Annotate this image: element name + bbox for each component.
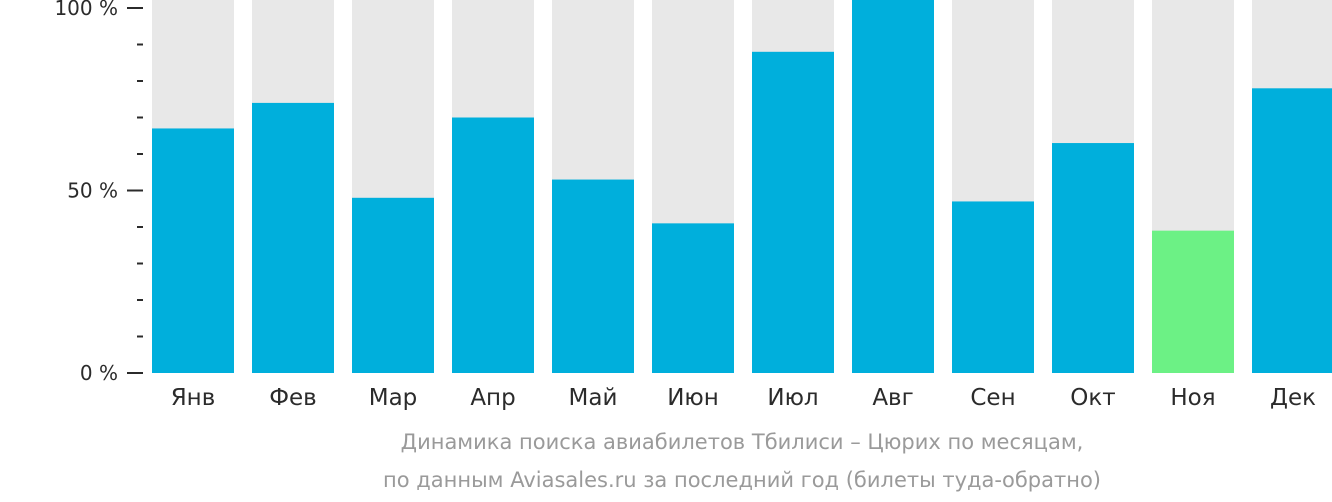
x-tick-label: Сен — [970, 385, 1015, 411]
x-tick-label: Июл — [767, 385, 818, 411]
x-tick-label: Июн — [667, 385, 719, 411]
x-tick-label: Дек — [1270, 385, 1316, 411]
bar-12 — [1252, 88, 1332, 374]
y-tick-label: 0 % — [80, 361, 118, 385]
bar-6 — [652, 223, 734, 373]
bar-10 — [1052, 143, 1134, 373]
caption-line-2: по данным Aviasales.ru за последний год … — [383, 468, 1101, 492]
x-tick-label: Ноя — [1170, 385, 1215, 411]
y-axis: 0 % 50 % 100 % — [54, 0, 143, 385]
y-tick-label: 50 % — [67, 179, 118, 203]
bar-5 — [552, 179, 634, 373]
bars — [152, 0, 1332, 374]
bar-3 — [352, 197, 434, 373]
x-tick-label: Окт — [1070, 385, 1115, 411]
bar-1 — [152, 128, 234, 373]
x-tick-label: Фев — [269, 385, 317, 411]
x-tick-label: Авг — [872, 385, 913, 411]
x-tick-label: Май — [569, 385, 618, 411]
bar-11 — [1152, 230, 1234, 373]
bar-8 — [852, 0, 934, 373]
y-tick-label: 100 % — [54, 0, 118, 20]
x-tick-label: Янв — [171, 385, 216, 411]
bar-2 — [252, 102, 334, 374]
x-tick-label: Апр — [470, 385, 515, 411]
caption-line-1: Динамика поиска авиабилетов Тбилиси – Цю… — [400, 430, 1084, 454]
bar-chart: 0 % 50 % 100 % Янв Фев Мар Апр Май Июн Июл Авг Сен… — [54, 0, 1332, 411]
bar-9 — [952, 201, 1034, 373]
x-axis-labels: Янв Фев Мар Апр Май Июн Июл Авг Сен Окт Ноя Дек — [171, 385, 1316, 411]
bar-4 — [452, 117, 534, 373]
x-tick-label: Мар — [369, 385, 418, 411]
bar-7 — [752, 51, 834, 374]
